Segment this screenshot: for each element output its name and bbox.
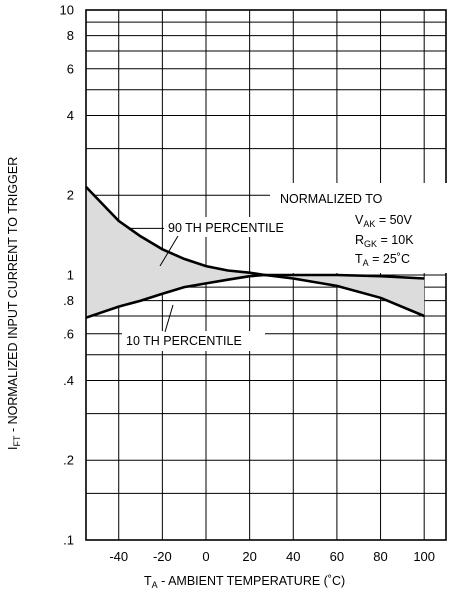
series-10-leader — [164, 304, 174, 333]
y-tick-label: 10 — [60, 3, 74, 18]
series-90-label: 90 TH PERCENTILE — [168, 221, 284, 235]
y-tick-label: 2 — [67, 188, 74, 203]
x-tick-label: -20 — [153, 549, 172, 564]
y-axis-label: IFT - NORMALIZED INPUT CURRENT TO TRIGGE… — [6, 157, 22, 450]
series-90-leader — [159, 235, 179, 267]
plot-frame — [85, 9, 447, 541]
y-tick-label: .1 — [63, 533, 74, 548]
x-tick-labels: -40 -20 0 20 40 60 80 100 — [109, 549, 435, 564]
ta-label: TA = 25˚C — [355, 252, 410, 268]
normalized-title: NORMALIZED TO — [280, 192, 383, 206]
series-90th-percentile-line — [85, 185, 425, 280]
y-tick-label: .6 — [63, 326, 74, 341]
x-axis-label: TA - AMBIENT TEMPERATURE (˚C) — [144, 574, 345, 590]
y-tick-label: .8 — [63, 293, 74, 308]
x-tick-label: -40 — [109, 549, 128, 564]
y-tick-label: .4 — [63, 373, 74, 388]
y-tick-label: 1 — [67, 268, 74, 283]
x-tick-label: 100 — [413, 549, 435, 564]
y-tick-label: 4 — [67, 108, 74, 123]
y-tick-label: .2 — [63, 453, 74, 468]
vak-label: VAK = 50V — [355, 213, 413, 229]
x-tick-label: 20 — [242, 549, 256, 564]
y-tick-label: 8 — [67, 28, 74, 43]
series-10th-percentile-line — [85, 273, 425, 319]
y-tick-labels: .1 .2 .4 .6 .8 1 2 4 6 8 10 — [60, 3, 74, 548]
label-90-bg — [164, 217, 309, 237]
label-10-bg — [122, 331, 265, 351]
percentile-band-fill — [86, 186, 425, 318]
x-tick-label: 60 — [330, 549, 344, 564]
x-tick-label: 80 — [373, 549, 387, 564]
x-tick-label: 40 — [286, 549, 300, 564]
rgk-label: RGK = 10K — [355, 233, 414, 249]
series-10-label: 10 TH PERCENTILE — [126, 334, 242, 348]
y-tick-label: 6 — [67, 61, 74, 76]
x-tick-label: 0 — [202, 549, 209, 564]
